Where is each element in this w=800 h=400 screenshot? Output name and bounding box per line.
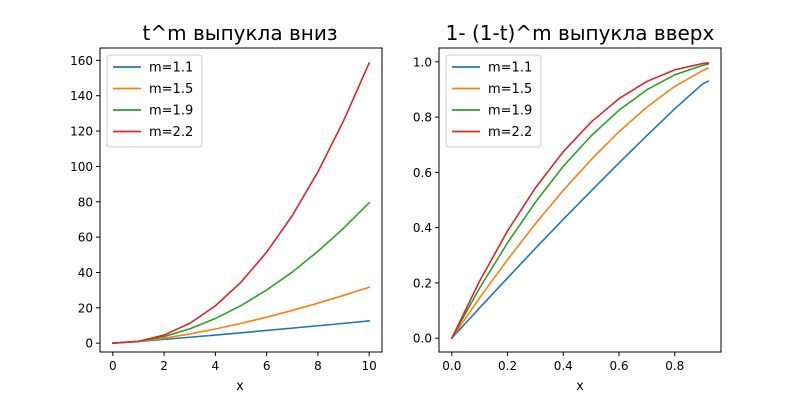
chart-left-xlabel: x: [236, 379, 244, 394]
chart-right-series-line-1: [450, 80, 710, 340]
chart-right-ytick-label: 0.6: [413, 166, 432, 180]
chart-left-ytick-label: 60: [78, 231, 93, 245]
chart-right-ytick-label: 0.8: [413, 111, 432, 125]
chart-right-series-line-4: [450, 62, 710, 340]
chart-left-series-line-2: [111, 286, 371, 345]
chart-left-ytick-label: 80: [78, 195, 93, 209]
chart-left-xtick-label: 2: [160, 359, 168, 373]
chart-left: t^m выпукла вниз 0 2 4 6 8 100204060801001201…: [70, 21, 383, 394]
chart-right-xtick-label: 0.6: [609, 359, 628, 373]
chart-left-title: t^m выпукла вниз: [143, 21, 338, 45]
chart-right: 1- (1-t)^m выпукла вверх 0.0 0.2 0.4 0.6 0.8…: [413, 21, 722, 394]
chart-left-ytick-label: 100: [70, 160, 93, 174]
chart-right-legend-label: m=2.2: [488, 125, 532, 140]
chart-left-xtick-label: 0: [109, 359, 117, 373]
chart-right-xtick-label: 0.8: [665, 359, 684, 373]
chart-right-series-line-2: [450, 67, 710, 340]
chart-right-xtick-label: 0.0: [442, 359, 461, 373]
chart-left-series-line-1: [111, 320, 371, 345]
chart-left-legend-label: m=1.1: [149, 61, 193, 76]
chart-left-xtick-label: 10: [362, 359, 377, 373]
chart-right-legend: m=1.1 m=1.5 m=1.9 m=2.2: [445, 54, 542, 148]
chart-right-legend-label: m=1.5: [488, 82, 532, 97]
chart-left-xtick-label: 8: [314, 359, 322, 373]
chart-left-series-line-4: [111, 61, 371, 345]
chart-left-legend-box: [106, 54, 203, 148]
chart-right-xtick-label: 0.4: [554, 359, 573, 373]
chart-left-ytick-label: 120: [70, 125, 93, 139]
chart-right-legend-label: m=1.9: [488, 104, 532, 119]
chart-left-ytick-label: 20: [78, 301, 93, 315]
chart-right-ytick-label: 1.0: [413, 55, 432, 69]
chart-left-legend: m=1.1 m=1.5 m=1.9 m=2.2: [106, 54, 203, 148]
chart-right-ticks: 0.0 0.2 0.4 0.6 0.8 0.0 0.2 0.4 0.6 0.8 1.0: [413, 55, 684, 373]
chart-right-xtick-label: 0.2: [498, 359, 517, 373]
chart-right-ytick-label: 0.2: [413, 276, 432, 290]
chart-right-legend-box: [445, 54, 542, 148]
chart-left-ytick-label: 140: [70, 89, 93, 103]
chart-right-series: [450, 62, 710, 340]
chart-right-ytick-label: 0.0: [413, 332, 432, 346]
chart-right-plot-frame: [438, 47, 722, 353]
chart-left-xtick-label: 6: [263, 359, 271, 373]
chart-left-legend-label: m=1.9: [149, 104, 193, 119]
chart-right-title: 1- (1-t)^m выпукла вверх: [446, 21, 715, 45]
chart-left-ytick-label: 160: [70, 54, 93, 68]
chart-right-legend-label: m=1.1: [488, 61, 532, 76]
chart-left-series-line-3: [111, 201, 371, 345]
chart-right-series-line-3: [450, 63, 710, 340]
chart-left-series: [111, 61, 371, 345]
chart-left-legend-label: m=2.2: [149, 125, 193, 140]
chart-left-ytick-label: 0: [85, 337, 93, 351]
chart-left-legend-label: m=1.5: [149, 82, 193, 97]
chart-left-xtick-label: 4: [212, 359, 220, 373]
chart-left-plot-frame: [99, 47, 383, 353]
chart-right-ytick-label: 0.4: [413, 221, 432, 235]
chart-left-ytick-label: 40: [78, 266, 93, 280]
chart-right-xlabel: x: [576, 379, 584, 394]
